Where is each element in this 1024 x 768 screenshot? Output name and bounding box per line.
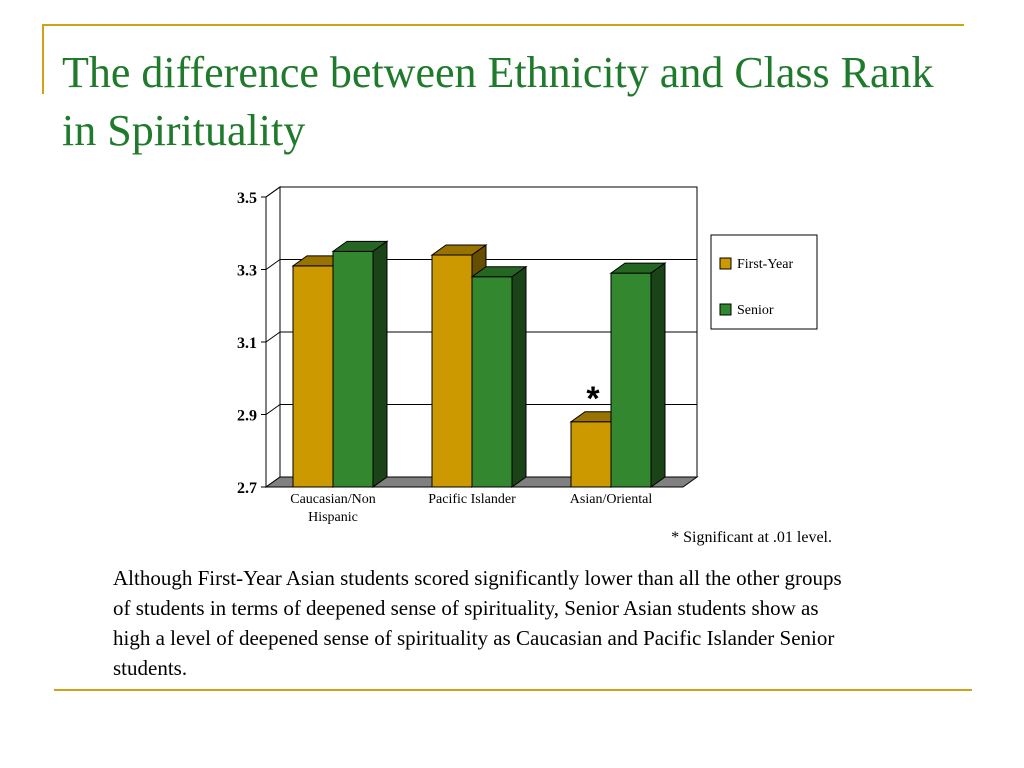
y-tick-label: 3.5 (237, 190, 257, 207)
left-accent-rule (42, 24, 44, 94)
legend-swatch (719, 303, 732, 316)
significance-marker: * (586, 380, 600, 418)
bar-side (511, 265, 527, 488)
gridline-side (265, 331, 281, 343)
bars (291, 240, 667, 488)
legend: First-Year Senior (719, 257, 793, 318)
legend-label: First-Year (737, 257, 793, 272)
bar (471, 276, 513, 488)
bar-side (650, 262, 666, 488)
significance-note: * Significant at .01 level. (671, 529, 832, 546)
bottom-accent-rule (54, 689, 972, 691)
body-paragraph: Although First-Year Asian students score… (113, 566, 842, 680)
bar (292, 265, 334, 488)
bar (610, 272, 652, 488)
gridline-side (265, 404, 281, 415)
legend-label: Senior (737, 303, 774, 318)
x-tick-label: Asian/Oriental (570, 492, 653, 507)
x-tick-label: Hispanic (308, 510, 358, 525)
gridline-side (265, 186, 281, 198)
top-accent-rule (42, 24, 964, 26)
y-tick-label: 3.1 (237, 335, 257, 352)
y-tick-label: 2.7 (237, 480, 257, 497)
bar-side (372, 240, 388, 488)
bar-chart: 3.5 3.3 3.1 2.9 2.7 Caucasian/Non Hispanic Pac… (237, 186, 818, 525)
x-tick-label: Pacific Islander (428, 492, 516, 507)
bar (332, 250, 374, 488)
slide-title: The difference between Ethnicity and Cla… (62, 48, 934, 155)
y-tick-label: 3.3 (237, 263, 257, 280)
x-tick-label: Caucasian/Non (290, 492, 376, 507)
legend-swatch (719, 257, 732, 270)
gridline-side (265, 259, 281, 270)
x-axis-labels: Caucasian/Non Hispanic Pacific Islander Asi… (290, 492, 652, 525)
y-axis: 3.5 3.3 3.1 2.9 2.7 (237, 190, 266, 497)
bar (570, 421, 612, 488)
y-tick-label: 2.9 (237, 408, 257, 425)
bar (431, 254, 473, 488)
